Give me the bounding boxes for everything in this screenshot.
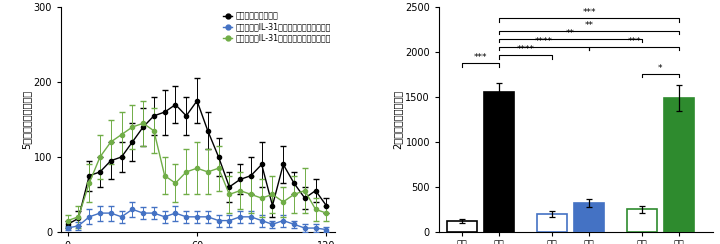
Bar	[536, 214, 567, 232]
Text: ****: ****	[516, 45, 534, 54]
Bar	[484, 92, 514, 232]
Text: *: *	[658, 64, 662, 73]
Text: ***: ***	[582, 8, 595, 17]
Text: ****: ****	[535, 37, 553, 46]
Bar	[574, 203, 604, 232]
Y-axis label: 5分間の引っかき回数: 5分間の引っかき回数	[21, 90, 31, 149]
Text: **: **	[585, 21, 593, 30]
Text: ***: ***	[627, 37, 641, 46]
Legend: コントロールマウス, 感覚神経のIL-31受容体を欠損したマウス, 角化細脹のIL-31受容体を欠損したマウス: コントロールマウス, 感覚神経のIL-31受容体を欠損したマウス, 角化細脹のI…	[222, 11, 331, 42]
Bar	[664, 98, 694, 232]
Bar	[446, 221, 477, 232]
Text: ***: ***	[474, 53, 487, 62]
Y-axis label: 2時間の引っかき回数: 2時間の引っかき回数	[392, 90, 402, 149]
Text: **: **	[566, 29, 575, 38]
Bar	[626, 209, 657, 232]
